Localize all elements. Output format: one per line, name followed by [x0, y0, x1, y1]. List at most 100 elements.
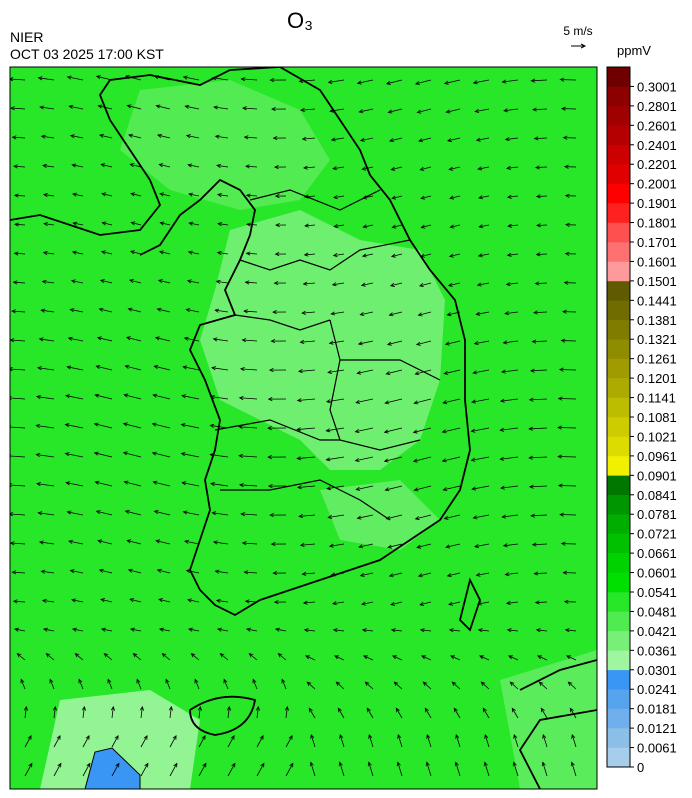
wind-arrow [100, 250, 113, 255]
wind-arrow [455, 733, 461, 748]
wind-arrow [169, 735, 177, 748]
wind-arrow [530, 78, 548, 83]
colorbar-segment [607, 553, 630, 573]
wind-arrow [383, 456, 403, 463]
wind-arrow [157, 279, 171, 284]
wind-arrow [256, 762, 265, 777]
wind-arrow [53, 762, 62, 777]
datetime: OCT 03 2025 17:00 KST [10, 46, 164, 62]
wind-arrow [238, 424, 258, 430]
wind-arrow [35, 452, 55, 458]
colorbar-label: 0.1201 [637, 371, 677, 386]
wind-arrow [339, 733, 345, 748]
wind-arrow [185, 569, 200, 574]
wind-arrow [534, 165, 548, 170]
wind-arrow [298, 79, 316, 84]
wind-arrow [274, 627, 287, 632]
wind-arrow [186, 279, 200, 284]
wind-arrow [418, 282, 432, 287]
wind-arrow [368, 733, 374, 748]
wind-arrow [156, 133, 171, 139]
wind-arrow [420, 224, 432, 229]
wind-arrow [412, 456, 432, 463]
wind-arrow [182, 510, 200, 516]
wind-arrow [356, 369, 374, 375]
wind-arrow [474, 543, 490, 549]
colorbar-label: 0.1701 [637, 235, 677, 250]
concentration-patches [40, 80, 597, 789]
wind-arrow [422, 681, 432, 690]
wind-arrow [358, 543, 374, 549]
wind-arrow [477, 628, 490, 633]
colorbar-label: 0.0841 [637, 488, 677, 503]
wind-arrow [535, 194, 548, 199]
wind-arrow [560, 338, 577, 343]
wind-arrow [98, 568, 113, 574]
wind-arrow [337, 707, 345, 719]
wind-arrow [413, 398, 432, 405]
wind-arrow [64, 423, 84, 429]
wind-arrow [563, 164, 577, 169]
wind-arrow [244, 599, 258, 604]
wind-arrow [246, 222, 258, 227]
wind-arrow [383, 427, 403, 434]
wind-arrow [332, 253, 345, 258]
wind-arrow [24, 735, 32, 748]
wind-arrow [501, 514, 519, 519]
wind-arrow [284, 705, 290, 719]
wind-arrow [71, 598, 84, 603]
wind-arrow [214, 569, 229, 574]
wind-arrow [95, 365, 113, 371]
wind-arrow [564, 251, 577, 256]
wind-arrow [69, 569, 84, 574]
wind-arrow [242, 106, 258, 111]
wind-arrow [471, 485, 490, 491]
wind-arrow [359, 137, 374, 142]
wind-arrow [557, 483, 577, 488]
wind-arrow [270, 339, 287, 344]
wind-arrow [298, 514, 316, 519]
wind-arrow [387, 543, 403, 549]
wind-arrow [331, 601, 345, 606]
wind-arrow [194, 678, 200, 690]
wind-arrow [158, 250, 171, 255]
wind-arrow [302, 600, 316, 605]
colorbar-segment [607, 592, 630, 612]
wind-arrow [300, 107, 316, 112]
colorbar-segment [607, 572, 630, 593]
wind-arrow [11, 135, 26, 140]
colorbar-label: 0.2201 [637, 157, 677, 172]
wind-arrow [66, 510, 84, 516]
wind-arrow [184, 104, 200, 110]
wind-arrow [93, 422, 113, 429]
wind-arrow [296, 398, 316, 403]
wind-arrow [13, 193, 26, 198]
wind-arrow [126, 104, 142, 110]
wind-arrow [82, 735, 90, 748]
wind-arrow [470, 427, 490, 433]
wind-arrow [389, 137, 403, 143]
wind-arrow [454, 761, 461, 777]
map [10, 67, 597, 789]
wind-arrow [72, 192, 84, 197]
wind-arrow [472, 514, 490, 520]
wind-arrow [504, 572, 519, 577]
wind-arrow [367, 761, 374, 777]
colorbar-segment [607, 300, 630, 321]
wind-arrow [181, 481, 200, 487]
wind-arrow [111, 735, 119, 748]
wind-arrow [16, 653, 26, 661]
wind-arrow [499, 427, 519, 432]
wind-arrow [159, 192, 171, 197]
wind-arrow [159, 221, 171, 226]
wind-arrow [215, 598, 229, 603]
wind-arrow [93, 451, 113, 458]
wind-arrow [356, 79, 374, 85]
wind-arrow [216, 192, 229, 198]
wind-arrow [198, 762, 207, 777]
wind-arrow [542, 733, 548, 748]
colorbar-label: 0.2601 [637, 118, 677, 133]
colorbar-segment [607, 144, 630, 165]
wind-arrow [443, 79, 461, 85]
wind-arrow [500, 485, 519, 490]
